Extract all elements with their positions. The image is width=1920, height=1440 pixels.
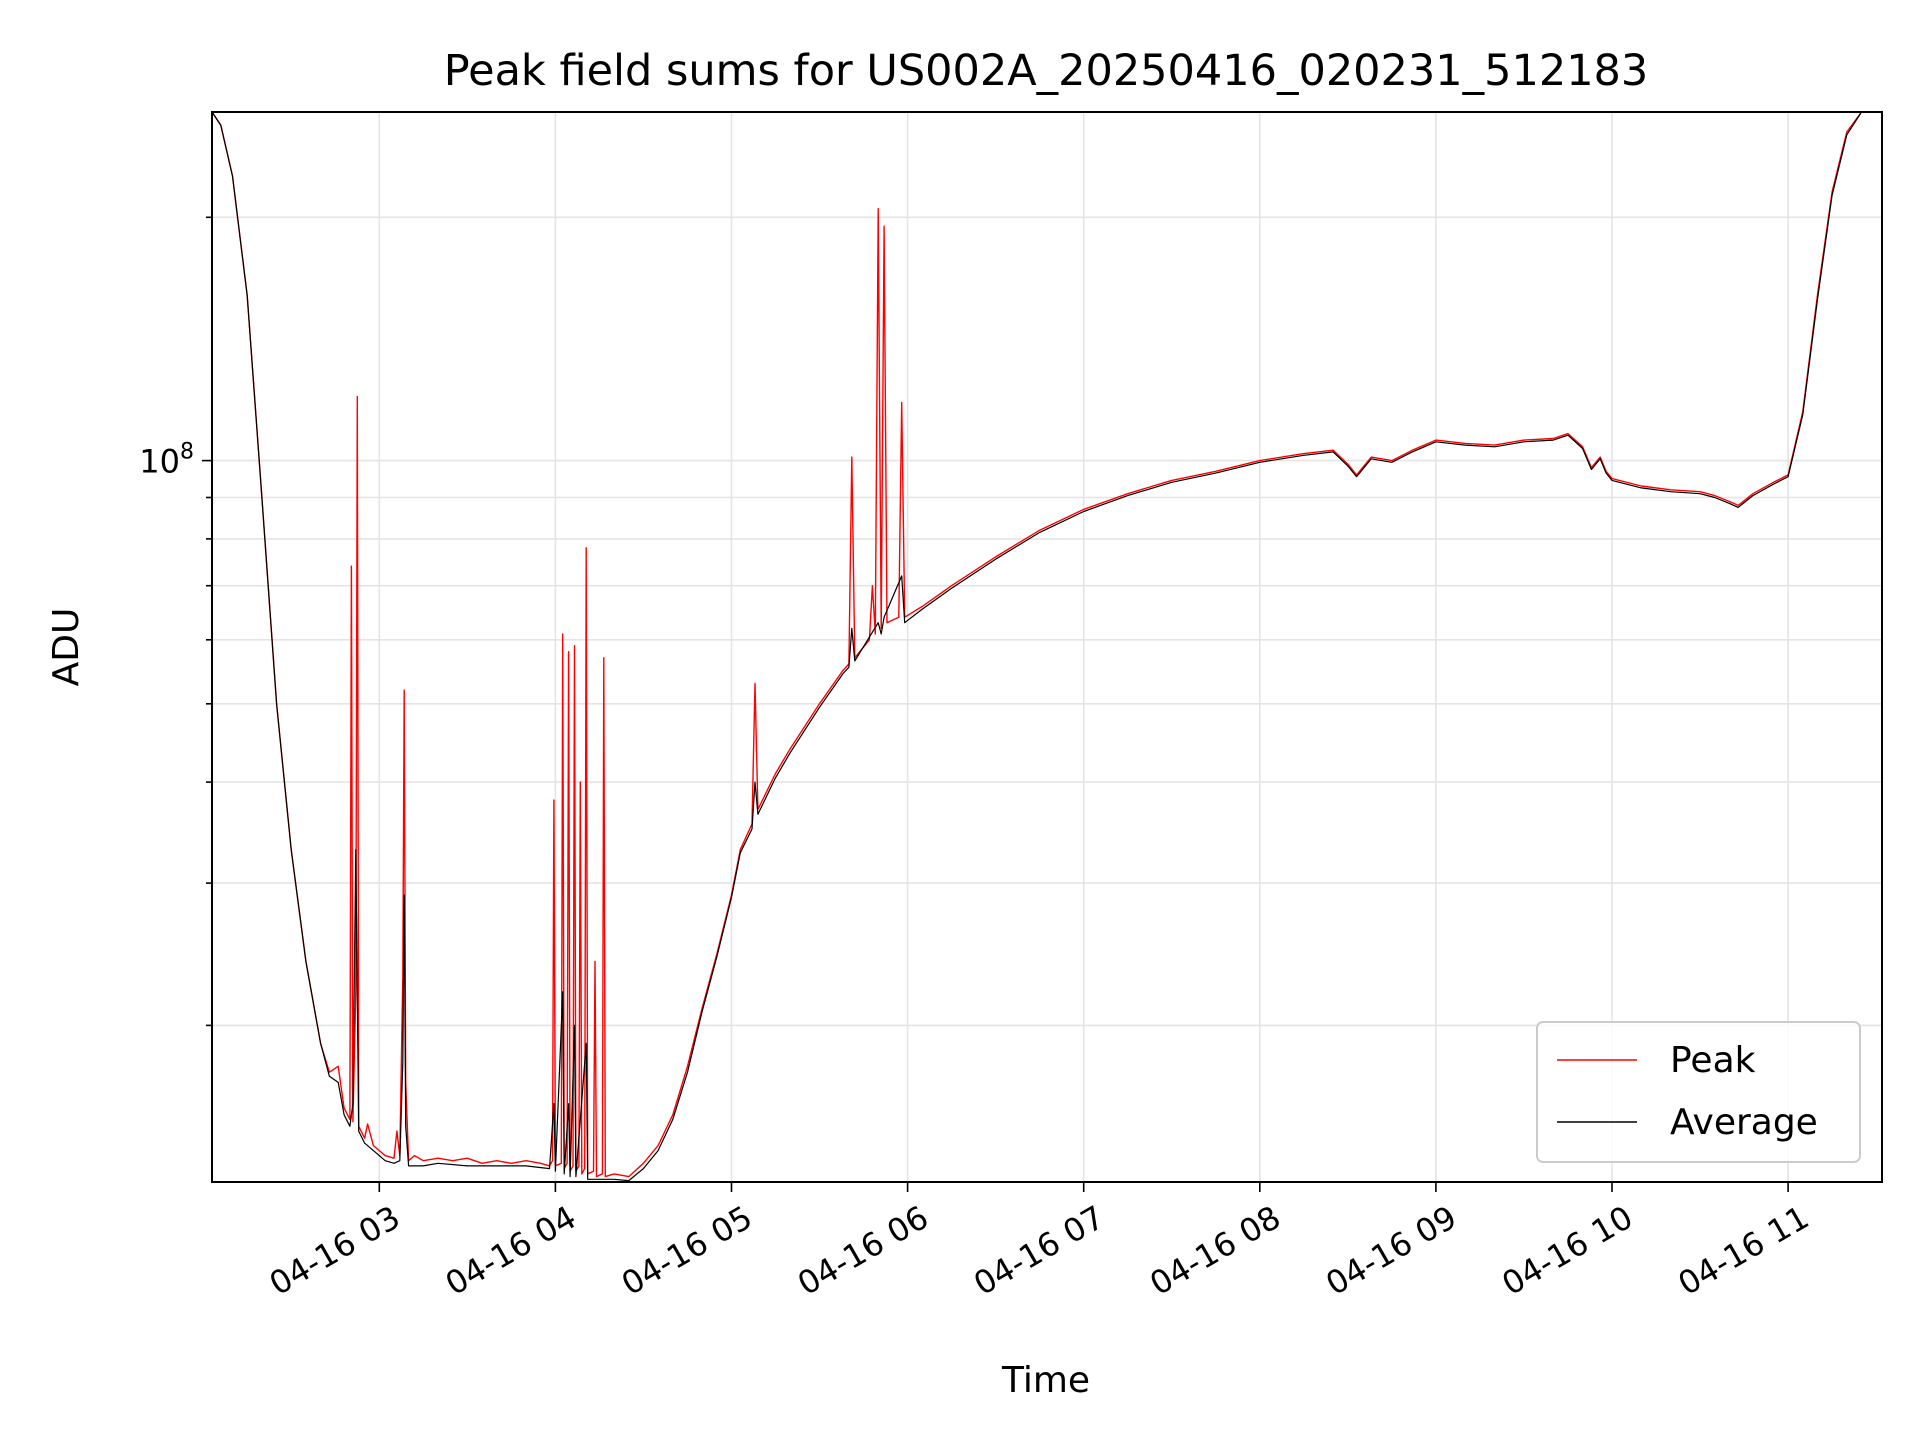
legend: Peak Average — [1536, 1021, 1861, 1163]
legend-label-peak: Peak — [1670, 1040, 1756, 1081]
plot-area — [211, 111, 1882, 1182]
legend-label-average: Average — [1670, 1102, 1818, 1143]
series-line-average — [211, 111, 1882, 1182]
chart-title: Peak field sums for US002A_20250416_0202… — [444, 46, 1649, 96]
series-line-peak — [211, 111, 1882, 1178]
grid — [212, 112, 1882, 1182]
plot-frame — [211, 111, 1883, 1183]
legend-box — [1536, 1021, 1861, 1163]
y-axis-label: ADU — [46, 608, 87, 687]
y-tick-label: 108 — [139, 440, 194, 481]
x-axis-label: Time — [1001, 1360, 1090, 1401]
